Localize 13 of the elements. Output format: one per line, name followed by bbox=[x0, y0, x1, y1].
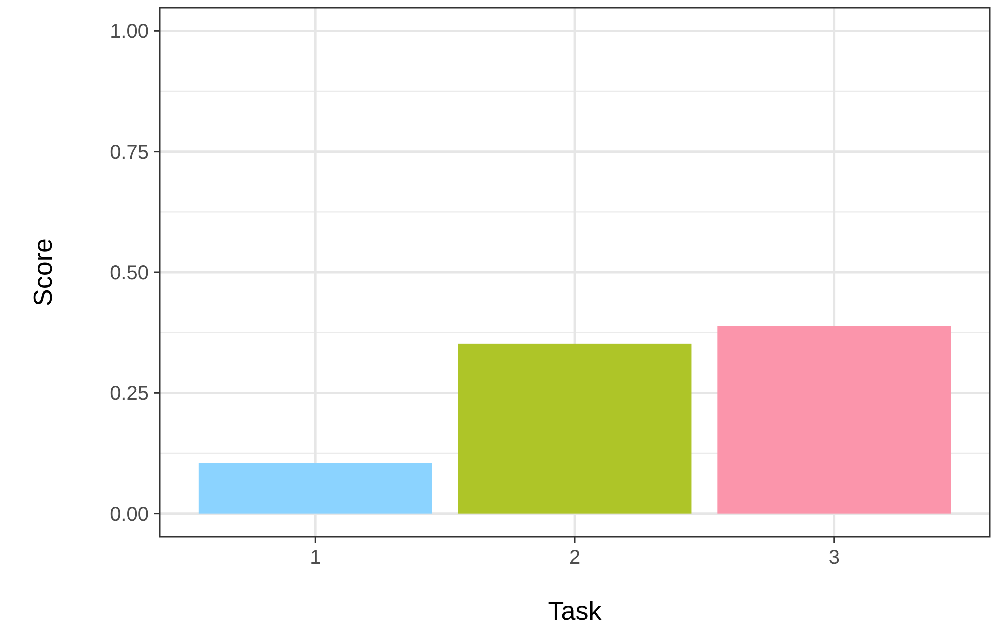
y-tick-label: 0.75 bbox=[110, 142, 149, 164]
bar bbox=[718, 326, 952, 514]
x-tick-label: 2 bbox=[569, 547, 581, 569]
bar bbox=[198, 463, 432, 514]
y-tick-label: 0.50 bbox=[110, 262, 149, 284]
x-axis-title: Task bbox=[548, 596, 603, 626]
bar bbox=[458, 344, 692, 514]
x-tick-label: 1 bbox=[310, 547, 322, 569]
y-axis-title: Score bbox=[28, 238, 58, 306]
y-tick-label: 0.00 bbox=[110, 504, 149, 526]
y-tick-label: 1.00 bbox=[110, 21, 149, 44]
y-tick-label: 0.25 bbox=[110, 383, 149, 406]
x-tick-label: 3 bbox=[828, 547, 840, 569]
